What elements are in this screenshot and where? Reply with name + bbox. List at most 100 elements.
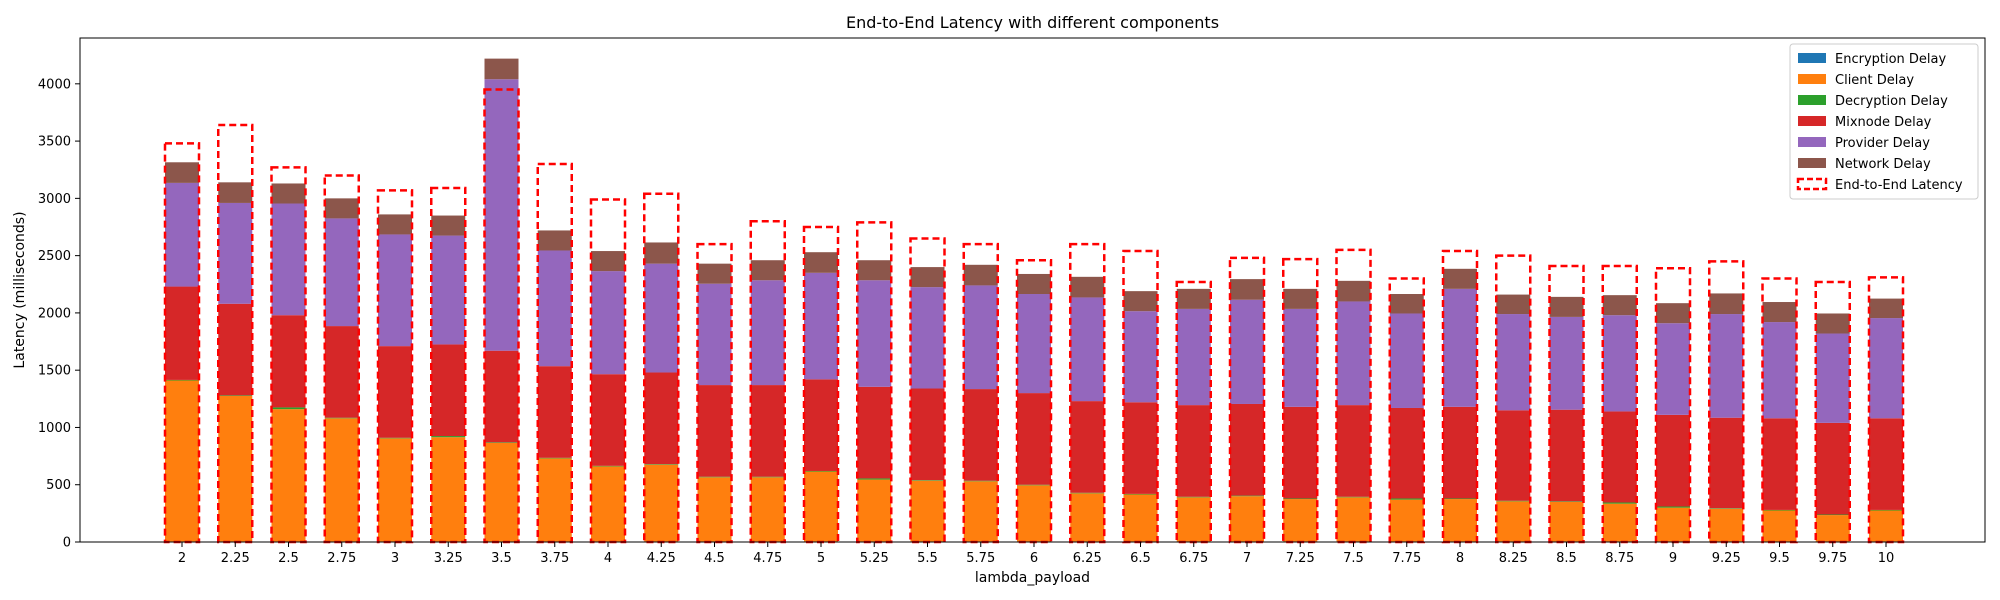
x-tick-label-2: 2 [178,551,186,566]
bar-network-delay-4.5 [697,263,732,284]
bar-client-delay-2.5 [271,409,306,542]
legend-label-network-delay: Network Delay [1835,157,1931,172]
bar-mixnode-delay-8.75 [1602,411,1637,503]
bar-network-delay-7 [1230,279,1264,300]
bar-network-delay-4.25 [644,242,679,264]
bar-decryption-delay-9.25 [1709,508,1744,509]
bar-decryption-delay-6.5 [1123,493,1158,495]
y-tick-label-0: 0 [63,536,71,551]
y-tick-label-500: 500 [46,478,71,493]
x-tick-label-7.75: 7.75 [1392,551,1421,566]
end-to-end-outline-4 [589,198,627,544]
bar-network-delay-8.75 [1602,295,1637,316]
bar-client-delay-5.75 [963,481,998,542]
x-tick-label-5.5: 5.5 [917,551,938,566]
bar-decryption-delay-7.25 [1283,498,1318,500]
y-axis: 0 500 1000 1500 2000 2500 3000 3500 4000 [38,77,80,551]
bar-provider-delay-2.5 [271,203,306,316]
bar-mixnode-delay-9.5 [1762,418,1797,510]
bar-mixnode-delay-7.75 [1389,407,1424,499]
bar-network-delay-5.25 [857,260,892,281]
bar-decryption-delay-4.25 [644,464,679,465]
bar-mixnode-delay-4.25 [644,372,679,465]
bar-client-delay-3 [378,438,412,542]
x-tick-label-3.25: 3.25 [434,551,463,566]
bar-provider-delay-8.5 [1549,316,1584,410]
bar-network-delay-9.25 [1709,293,1744,315]
end-to-end-outline-5.75 [962,242,999,544]
x-tick-label-6: 6 [1030,551,1038,566]
bar-network-delay-6 [1017,273,1051,295]
bar-decryption-delay-5 [804,470,838,472]
bar-decryption-delay-4 [591,465,625,467]
x-tick-label-9.25: 9.25 [1712,551,1741,566]
bar-network-delay-7.75 [1389,294,1424,314]
bar-decryption-delay-3.25 [431,436,466,438]
legend-label-mixnode-delay: Mixnode Delay [1835,115,1932,130]
bar-client-delay-6.5 [1123,494,1158,542]
bar-decryption-delay-7 [1230,495,1264,497]
end-to-end-outline-10 [1867,276,1905,544]
bar-mixnode-delay-7 [1230,403,1264,496]
x-tick-label-8.25: 8.25 [1499,551,1528,566]
bar-client-delay-6.75 [1176,497,1211,542]
legend-label-client-delay: Client Delay [1835,73,1914,88]
legend-label-encryption-delay: Encryption Delay [1835,52,1947,67]
bar-decryption-delay-8.25 [1496,500,1531,502]
bar-network-delay-4 [591,251,625,272]
bar-decryption-delay-6 [1017,484,1051,486]
bar-mixnode-delay-7.5 [1336,405,1371,497]
legend-swatch-decryption-delay [1798,95,1826,105]
bar-provider-delay-4.75 [750,280,785,386]
bar-client-delay-5 [804,471,838,542]
bar-mixnode-delay-3.25 [431,344,466,437]
x-tick-label-9.5: 9.5 [1769,551,1790,566]
bar-provider-delay-5 [804,272,838,380]
bar-provider-delay-6.5 [1123,311,1158,403]
legend-swatch-encryption-delay [1798,53,1826,63]
y-tick-label-3000: 3000 [38,192,71,207]
bar-client-delay-10 [1869,510,1903,542]
legend-swatch-mixnode-delay [1798,116,1826,126]
bar-mixnode-delay-3.75 [537,366,572,458]
y-tick-label-1000: 1000 [38,421,71,436]
bar-provider-delay-4.25 [644,263,679,373]
legend-label-end-to-end-latency: End-to-End Latency [1835,178,1963,193]
bar-network-delay-9.5 [1762,302,1797,323]
y-tick-label-1500: 1500 [38,364,71,379]
x-tick-label-2.75: 2.75 [327,551,356,566]
bar-network-delay-9.75 [1815,313,1850,334]
bar-network-delay-7.25 [1283,288,1318,309]
bar-mixnode-delay-9 [1656,414,1690,507]
bar-client-delay-9 [1656,507,1690,542]
bar-network-delay-7.5 [1336,280,1371,302]
bar-provider-delay-7.25 [1283,308,1318,407]
x-tick-label-3.5: 3.5 [491,551,512,566]
bar-client-delay-6 [1017,485,1051,542]
x-axis: 2 2.25 2.5 2.75 3 3.25 3.5 3.75 4 4.25 4.5 4.75 5 5.2… [178,542,1894,566]
bar-client-delay-3.25 [431,437,466,542]
end-to-end-outline-5.25 [856,221,893,544]
bar-provider-delay-9.25 [1709,314,1744,418]
bar-client-delay-2 [165,380,199,542]
bar-client-delay-4.5 [697,477,732,542]
x-tick-label-6.25: 6.25 [1073,551,1102,566]
bar-decryption-delay-3.75 [537,457,572,459]
bar-mixnode-delay-9.25 [1709,417,1744,509]
bar-mixnode-delay-6.5 [1123,402,1158,494]
bar-mixnode-delay-8.25 [1496,410,1531,501]
bar-decryption-delay-7.75 [1389,498,1424,500]
x-tick-label-9.75: 9.75 [1818,551,1847,566]
bar-provider-delay-2.25 [218,202,253,304]
bar-network-delay-6.25 [1070,276,1105,298]
legend-label-provider-delay: Provider Delay [1835,136,1930,151]
bar-client-delay-3.5 [484,442,519,542]
bar-network-delay-5.5 [910,267,945,288]
bar-decryption-delay-4.75 [750,476,785,478]
bar-client-delay-8.5 [1549,501,1584,542]
bar-decryption-delay-3 [378,437,412,439]
bar-client-delay-7.75 [1389,499,1424,542]
bar-network-delay-6.5 [1123,291,1158,312]
bar-client-delay-5.25 [857,479,892,542]
